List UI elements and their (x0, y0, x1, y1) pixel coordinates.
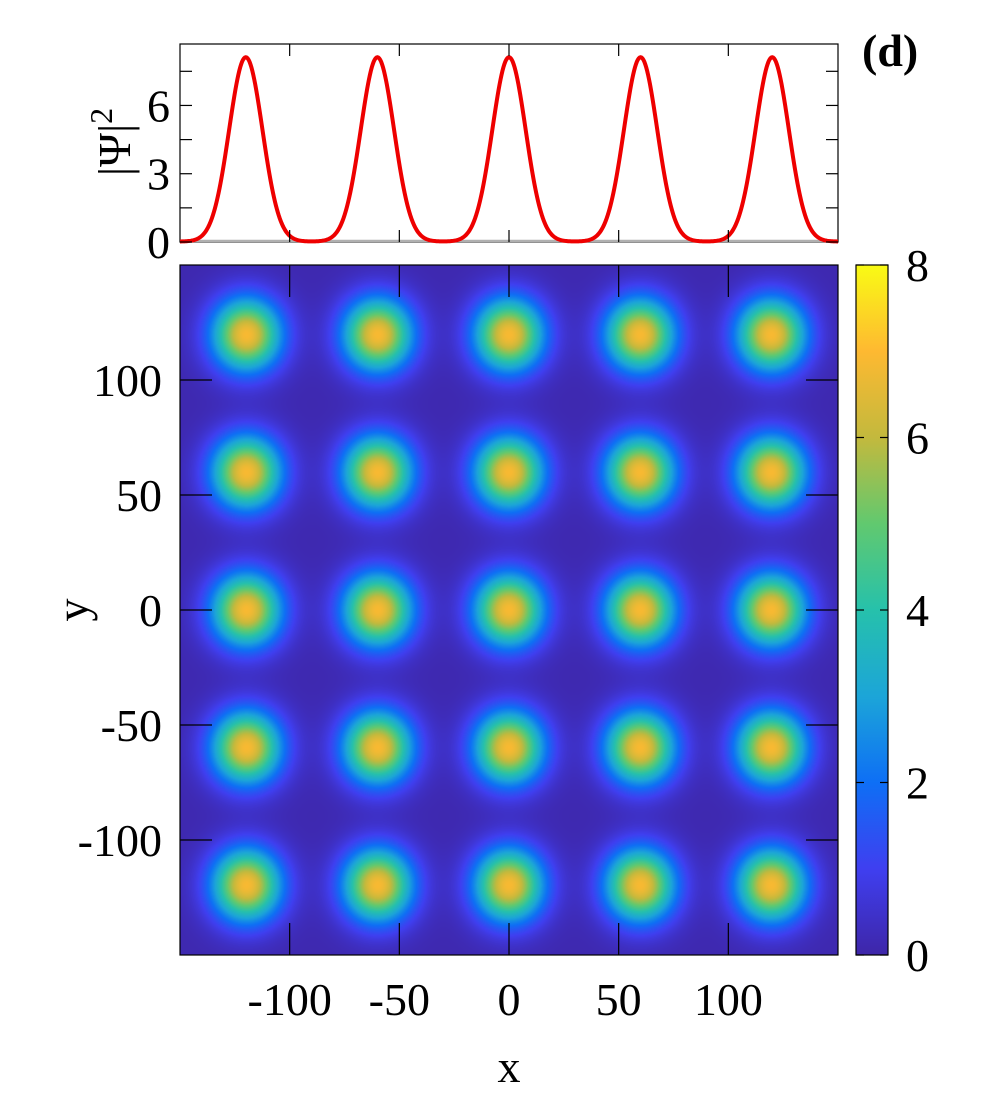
heatmap-xtick-label: 100 (694, 974, 763, 1025)
colorbar-tick-label: 6 (906, 413, 929, 464)
colorbar-tick-label: 8 (906, 240, 929, 291)
heatmap-ytick-label: 0 (139, 585, 162, 636)
profile-ylabel-superscript: 2 (83, 108, 119, 124)
panel-label: (d) (862, 25, 918, 76)
heatmap-xtick-label: 0 (498, 974, 521, 1025)
colorbar-tick-label: 4 (906, 585, 929, 636)
profile-ticks: 0 3 6 (147, 44, 838, 268)
colorbar: 0 2 4 6 8 (855, 240, 929, 981)
colorbar-tick-label: 2 (906, 758, 929, 809)
heatmap-ytick-label: 100 (93, 355, 162, 406)
heatmap-canvas (181, 266, 837, 954)
heatmap-ticks: -100 -50 0 50 100 -100 -50 0 50 100 (78, 265, 838, 1025)
heatmap-ytick-label: -50 (101, 700, 162, 751)
profile-ylabel-main: |Ψ| (89, 124, 140, 176)
density-heatmap: -100 -50 0 50 100 -100 -50 0 50 100 x y (47, 264, 839, 1092)
heatmap-ytick-label: 50 (116, 470, 162, 521)
profile-ylabel: |Ψ|2 (83, 108, 140, 176)
profile-plot: 0 3 6 |Ψ|2 (83, 43, 839, 268)
heatmap-xtick-label: -100 (248, 974, 332, 1025)
heatmap-xtick-label: 50 (596, 974, 642, 1025)
heatmap-ylabel: y (47, 599, 98, 622)
heatmap-xlabel: x (498, 1041, 521, 1092)
heatmap-xtick-label: -50 (369, 974, 430, 1025)
profile-ytick-label: 3 (147, 149, 170, 200)
colorbar-ticks: 0 2 4 6 8 (856, 240, 929, 981)
heatmap-ytick-label: -100 (78, 815, 162, 866)
profile-ytick-label: 0 (147, 217, 170, 268)
profile-series-line (180, 55, 838, 244)
profile-ytick-label: 6 (147, 80, 170, 131)
colorbar-tick-label: 0 (906, 930, 929, 981)
